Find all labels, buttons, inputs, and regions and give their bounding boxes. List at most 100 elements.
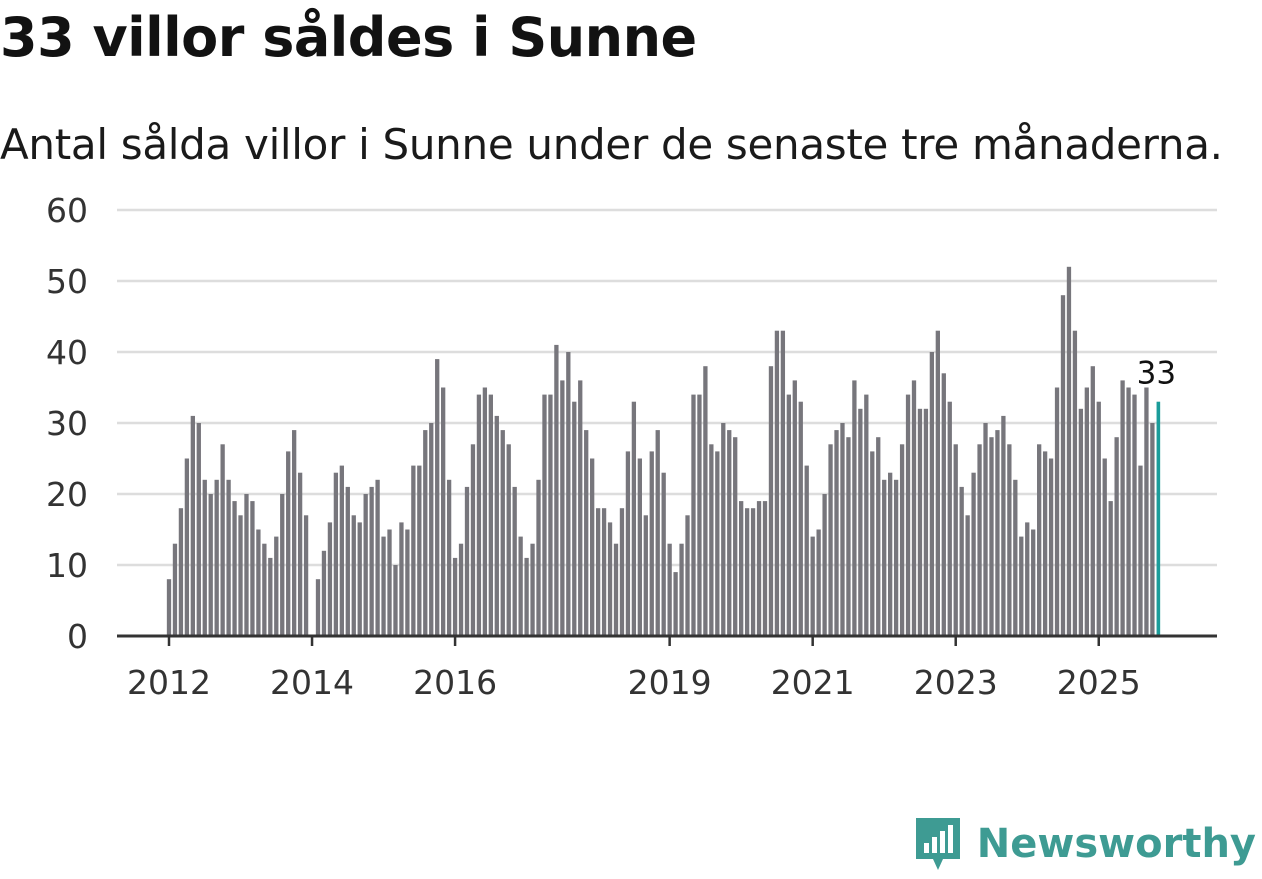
bar — [625, 451, 631, 636]
bar — [727, 430, 732, 636]
bar — [977, 444, 982, 636]
bar — [315, 579, 321, 636]
bar — [584, 430, 589, 636]
newsworthy-logo-icon — [915, 818, 960, 870]
bar — [822, 494, 827, 636]
bar — [321, 550, 327, 636]
bar — [500, 430, 505, 636]
bar — [721, 423, 726, 636]
bar — [715, 451, 720, 636]
bar — [423, 430, 428, 636]
bar — [876, 437, 881, 636]
bar — [804, 465, 809, 636]
bar — [494, 415, 499, 636]
bar — [1042, 451, 1048, 636]
bar — [250, 501, 255, 636]
bar — [202, 479, 207, 636]
y-tick-label: 40 — [46, 333, 88, 372]
bar — [649, 451, 654, 636]
latest-value-label: 33 — [1137, 356, 1176, 392]
bar — [476, 394, 482, 636]
bar — [750, 508, 756, 636]
bar — [673, 572, 678, 636]
bar — [1096, 401, 1101, 636]
bar — [834, 430, 839, 636]
bar — [226, 479, 231, 636]
bar — [965, 515, 970, 636]
bar — [709, 444, 714, 636]
bar — [929, 352, 935, 636]
bar — [941, 373, 946, 636]
bar — [1066, 266, 1072, 636]
bar — [268, 557, 273, 636]
bar — [1007, 444, 1012, 636]
bar — [381, 536, 386, 636]
y-tick-label: 30 — [46, 404, 88, 443]
bar — [446, 479, 452, 636]
chart-subtitle: Antal sålda villor i Sunne under de sena… — [0, 120, 1223, 169]
bar — [1084, 387, 1089, 636]
bar — [256, 529, 261, 636]
bar — [1090, 366, 1095, 636]
bar — [274, 536, 279, 636]
bar — [405, 529, 410, 636]
bar — [595, 508, 601, 636]
y-tick-label: 0 — [67, 617, 88, 656]
bar — [369, 486, 374, 636]
bar — [870, 451, 875, 636]
bar — [470, 444, 476, 636]
bar — [363, 494, 368, 636]
bar-latest — [1156, 401, 1161, 636]
bar — [208, 494, 213, 636]
bar — [661, 472, 666, 636]
bar — [1108, 501, 1113, 636]
bar — [1114, 437, 1119, 636]
bar — [893, 479, 899, 636]
bar — [518, 536, 523, 636]
bar — [947, 401, 952, 636]
bar — [697, 394, 702, 636]
bar — [739, 501, 744, 636]
bar — [613, 543, 619, 636]
bar — [786, 394, 791, 636]
bar — [679, 543, 684, 636]
bar — [989, 437, 994, 636]
bar — [435, 359, 440, 636]
bar — [1144, 387, 1149, 636]
bar — [762, 501, 768, 636]
bar — [166, 579, 172, 636]
bar — [560, 380, 565, 636]
y-tick-label: 10 — [46, 546, 88, 585]
bar — [303, 515, 309, 636]
x-tick-label: 2016 — [413, 663, 497, 702]
x-axis-ticks: 2012 2014 2016 2019 2021 2023 2025 — [127, 636, 1141, 702]
bar — [1019, 536, 1024, 636]
x-tick-label: 2012 — [127, 663, 211, 702]
bar — [923, 408, 929, 636]
bar — [1150, 423, 1155, 636]
bar — [232, 501, 237, 636]
bar — [828, 444, 833, 636]
bar — [1132, 394, 1137, 636]
bar — [488, 394, 493, 636]
chart-title: 33 villor såldes i Sunne — [0, 6, 697, 69]
bar — [667, 543, 672, 636]
x-tick-label: 2025 — [1057, 663, 1141, 702]
bar — [959, 486, 964, 636]
bar — [327, 522, 333, 636]
bar — [196, 423, 201, 636]
newsworthy-logo-text: Newsworthy — [976, 821, 1256, 867]
bar — [840, 423, 845, 636]
bar — [703, 366, 708, 636]
y-tick-label: 60 — [46, 191, 88, 230]
bar — [590, 458, 595, 636]
bar — [1060, 295, 1066, 636]
bar — [1120, 380, 1125, 636]
bar — [506, 444, 511, 636]
x-tick-label: 2019 — [628, 663, 712, 702]
bar — [1048, 458, 1054, 636]
bar — [619, 508, 625, 636]
bar — [852, 380, 857, 636]
bar — [441, 387, 446, 636]
